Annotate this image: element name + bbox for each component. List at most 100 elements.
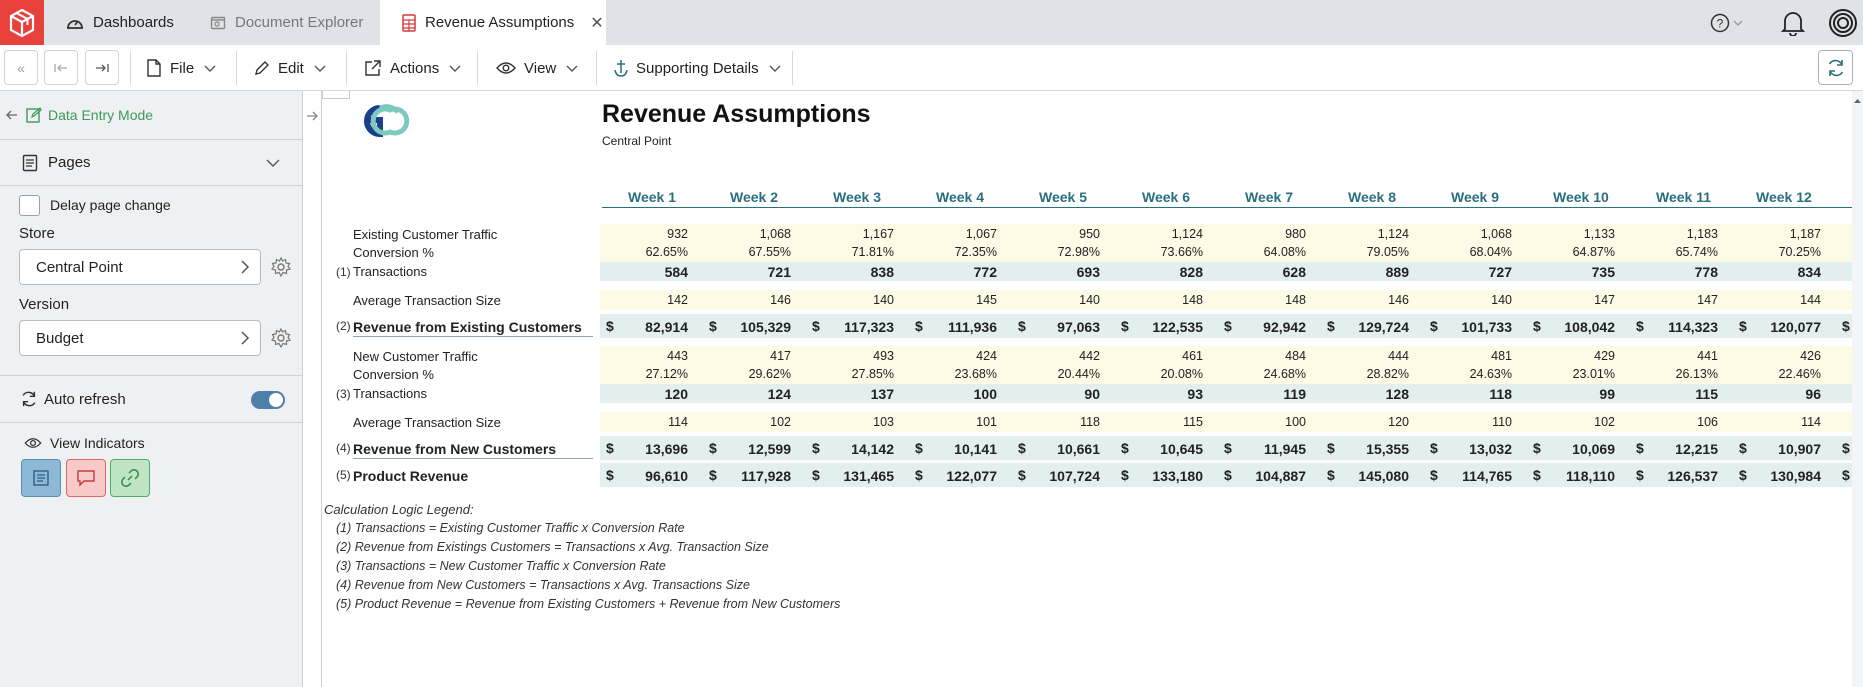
data-cell[interactable]: 950 [1079, 226, 1100, 241]
data-cell[interactable]: 147 [1697, 292, 1718, 307]
data-cell[interactable]: 142 [667, 292, 688, 307]
data-cell[interactable]: 146 [1388, 292, 1409, 307]
data-cell[interactable]: 22.46% [1778, 367, 1821, 381]
data-cell[interactable]: 426 [1800, 348, 1821, 363]
data-cell[interactable]: 461 [1182, 348, 1203, 363]
data-cell[interactable]: 20.08% [1160, 367, 1203, 381]
data-cell[interactable]: 28.82% [1366, 367, 1409, 381]
data-cell[interactable]: 481 [1491, 348, 1512, 363]
scroll-up-icon[interactable] [1852, 97, 1863, 105]
data-cell[interactable]: 102 [1594, 414, 1615, 429]
data-cell[interactable]: 148 [1182, 292, 1203, 307]
forward-button[interactable] [85, 50, 119, 85]
data-cell[interactable]: 493 [873, 348, 894, 363]
collapse-arrow-icon[interactable] [6, 109, 18, 121]
data-cell[interactable]: 118 [1080, 414, 1100, 429]
tab-revenue-assumptions[interactable]: Revenue Assumptions ✕ [380, 0, 606, 45]
data-cell[interactable]: 67.55% [748, 245, 791, 259]
data-cell[interactable]: 145 [976, 292, 997, 307]
data-entry-mode-label[interactable]: Data Entry Mode [48, 107, 154, 123]
data-cell[interactable]: 26.13% [1675, 367, 1718, 381]
data-cell[interactable]: 20.44% [1057, 367, 1100, 381]
data-cell[interactable]: 27.85% [851, 367, 894, 381]
data-cell[interactable]: 73.66% [1160, 245, 1203, 259]
data-cell[interactable]: 23.01% [1572, 367, 1615, 381]
data-cell[interactable]: 424 [976, 348, 997, 363]
data-cell[interactable]: 68.04% [1469, 245, 1512, 259]
data-cell[interactable]: 1,068 [1480, 226, 1512, 241]
first-page-button[interactable]: « [4, 50, 38, 85]
help-menu[interactable]: ? [1710, 13, 1743, 33]
data-cell[interactable]: 72.35% [954, 245, 997, 259]
supporting-details-menu[interactable]: Supporting Details [614, 45, 789, 91]
edit-menu[interactable]: Edit [254, 45, 334, 91]
data-cell[interactable]: 29.62% [748, 367, 791, 381]
bell-icon[interactable] [1781, 10, 1805, 36]
data-cell[interactable]: 114 [668, 414, 688, 429]
store-select[interactable]: Central Point [19, 249, 261, 285]
store-gear-icon[interactable] [271, 257, 291, 277]
expand-arrow-icon[interactable] [306, 110, 318, 122]
data-cell[interactable]: 1,133 [1583, 226, 1615, 241]
data-cell[interactable]: 114 [1801, 414, 1821, 429]
data-cell[interactable]: 140 [1079, 292, 1100, 307]
data-cell[interactable]: 484 [1285, 348, 1306, 363]
pages-row[interactable]: Pages [0, 140, 303, 185]
data-cell[interactable]: 65.74% [1675, 245, 1718, 259]
delay-page-change-checkbox[interactable] [19, 195, 40, 216]
file-menu[interactable]: File [146, 45, 224, 91]
comments-indicator-button[interactable] [66, 459, 106, 497]
vertical-scrollbar[interactable] [1852, 91, 1863, 687]
tab-dashboards[interactable]: Dashboards [66, 0, 174, 45]
data-cell[interactable]: 102 [770, 414, 791, 429]
user-avatar-icon[interactable] [1829, 8, 1857, 37]
data-cell[interactable]: 1,124 [1171, 226, 1203, 241]
actions-menu[interactable]: Actions [364, 45, 469, 91]
back-button[interactable] [44, 50, 78, 85]
data-cell[interactable]: 79.05% [1366, 245, 1409, 259]
data-cell[interactable]: 1,068 [759, 226, 791, 241]
data-cell[interactable]: 1,167 [862, 226, 894, 241]
links-indicator-button[interactable] [110, 459, 150, 497]
data-cell[interactable]: 1,124 [1377, 226, 1409, 241]
close-tab-icon[interactable]: ✕ [590, 14, 604, 32]
view-menu[interactable]: View [496, 45, 586, 91]
data-cell[interactable]: 101 [976, 414, 997, 429]
data-cell[interactable]: 980 [1285, 226, 1306, 241]
data-cell[interactable]: 144 [1800, 292, 1821, 307]
data-cell[interactable]: 441 [1697, 348, 1718, 363]
data-cell[interactable]: 100 [1285, 414, 1306, 429]
data-cell[interactable]: 64.08% [1263, 245, 1306, 259]
app-logo[interactable] [0, 0, 44, 45]
data-cell[interactable]: 106 [1697, 414, 1718, 429]
data-cell[interactable]: 148 [1285, 292, 1306, 307]
data-cell[interactable]: 27.12% [645, 367, 688, 381]
data-cell[interactable]: 140 [1491, 292, 1512, 307]
data-cell[interactable]: 115 [1183, 414, 1203, 429]
data-cell[interactable]: 444 [1388, 348, 1409, 363]
data-cell[interactable]: 1,067 [965, 226, 997, 241]
data-cell[interactable]: 442 [1079, 348, 1100, 363]
data-cell[interactable]: 71.81% [851, 245, 894, 259]
data-cell[interactable]: 429 [1594, 348, 1615, 363]
data-cell[interactable]: 443 [667, 348, 688, 363]
data-cell[interactable]: 24.68% [1263, 367, 1306, 381]
data-cell[interactable]: 24.63% [1469, 367, 1512, 381]
data-cell[interactable]: 120 [1388, 414, 1409, 429]
data-cell[interactable]: 62.65% [645, 245, 688, 259]
data-cell[interactable]: 70.25% [1778, 245, 1821, 259]
version-gear-icon[interactable] [271, 328, 291, 348]
data-cell[interactable]: 64.87% [1572, 245, 1615, 259]
data-cell[interactable]: 103 [873, 414, 894, 429]
data-cell[interactable]: 110 [1492, 414, 1512, 429]
version-select[interactable]: Budget [19, 320, 261, 356]
data-cell[interactable]: 140 [873, 292, 894, 307]
data-cell[interactable]: 23.68% [954, 367, 997, 381]
tab-document-explorer[interactable]: Document Explorer [210, 0, 363, 45]
data-cell[interactable]: 417 [770, 348, 791, 363]
notes-indicator-button[interactable] [21, 459, 61, 497]
cell-selector[interactable] [322, 91, 350, 99]
data-cell[interactable]: 147 [1594, 292, 1615, 307]
refresh-button[interactable] [1818, 50, 1853, 85]
auto-refresh-toggle[interactable] [251, 391, 285, 409]
